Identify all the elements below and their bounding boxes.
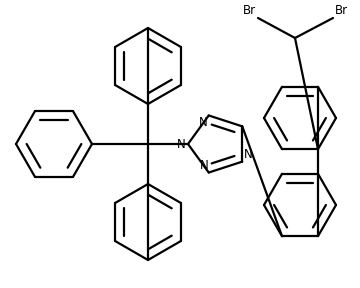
Text: N: N [177, 137, 186, 151]
Text: N: N [244, 148, 253, 161]
Text: N: N [199, 116, 208, 130]
Text: Br: Br [243, 4, 256, 17]
Text: Br: Br [335, 4, 348, 17]
Text: N: N [200, 158, 209, 172]
